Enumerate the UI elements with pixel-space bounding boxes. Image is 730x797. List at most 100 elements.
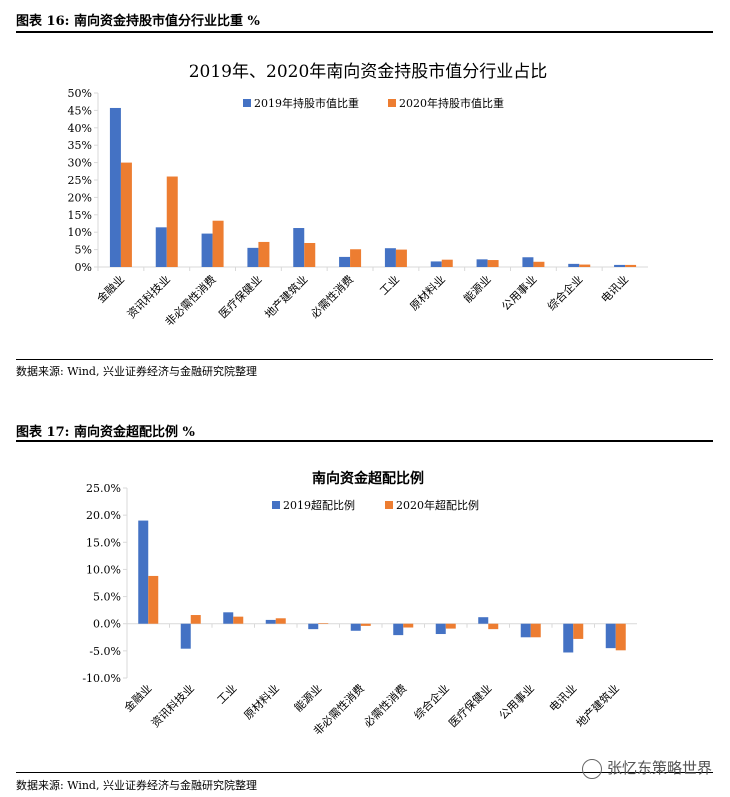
bar-2019 <box>247 247 259 267</box>
y-tick-label: 5.0% <box>93 591 121 604</box>
bar-2019 <box>605 623 616 649</box>
chart-holding-share: 2019年、2020年南向资金持股市值分行业占比 0% 5% 10% 15% 20% 25%… <box>68 62 648 329</box>
bar-2019 <box>201 233 213 267</box>
watermark: 张忆东策略世界 <box>581 757 712 779</box>
y-tick-label: 30% <box>68 157 92 170</box>
bar-2019 <box>393 623 404 636</box>
watermark-text: 张忆东策略世界 <box>606 759 712 777</box>
x-tick-label: 原材料业 <box>241 681 282 722</box>
bar-2020 <box>487 260 499 267</box>
bar-2020 <box>258 241 270 267</box>
bar-2019 <box>435 623 446 635</box>
x-tick-label: 金融业 <box>121 681 154 714</box>
legend-label-2020: 2020年持股市值比重 <box>399 96 504 110</box>
bar-2019 <box>265 619 276 624</box>
wechat-icon <box>581 758 602 779</box>
y-tick-label: 25% <box>68 174 92 187</box>
y-tick-label: 25.0% <box>86 482 121 495</box>
bar-2019 <box>476 259 488 267</box>
bar-2020 <box>488 623 499 630</box>
bar-2019 <box>384 248 396 267</box>
bar-2020 <box>360 623 371 626</box>
legend-swatch-2020 <box>388 99 396 107</box>
x-tick-label: 医疗保健业 <box>446 681 495 730</box>
bar-2019 <box>109 107 121 268</box>
y-tick-label: 45% <box>68 104 92 117</box>
bar-2019 <box>522 257 534 267</box>
bar-2019 <box>223 612 234 624</box>
bar-2019 <box>308 623 319 630</box>
x-tick-label: 电讯业 <box>547 682 580 715</box>
y-tick-label: 15.0% <box>86 536 121 549</box>
y-tick-label: 5% <box>75 244 92 257</box>
bar-2020 <box>350 249 362 267</box>
bar-2019 <box>350 623 361 631</box>
bar-2020 <box>166 176 178 267</box>
bar-2020 <box>573 623 584 639</box>
legend-label-2019: 2019超配比例 <box>283 498 355 512</box>
figure16-heading: 图表 16: 南向资金持股市值分行业比重 % <box>16 14 260 29</box>
bar-2020 <box>615 623 626 651</box>
y-tick-label: 10% <box>68 226 92 239</box>
bar-2019 <box>293 228 305 267</box>
bar-2020 <box>625 264 637 267</box>
y-tick-label: 15% <box>68 209 92 222</box>
bar-2019 <box>520 623 531 638</box>
y-tick-label: 40% <box>68 122 92 135</box>
x-tick-label: 必需性消费 <box>361 681 410 730</box>
bar-2019 <box>138 520 149 624</box>
bar-2020 <box>530 623 541 638</box>
figure16-source: 数据来源: Wind, 兴业证券经济与金融研究院整理 <box>16 365 257 378</box>
legend-swatch-2019 <box>272 501 280 509</box>
bar-2020 <box>395 249 407 267</box>
bar-2019 <box>563 623 574 653</box>
y-tick-label: 35% <box>68 139 92 152</box>
bar-2020 <box>533 261 545 267</box>
y-tick-label: -5.0% <box>89 645 121 658</box>
x-tick-label: 公用事业 <box>497 682 537 722</box>
figure17-top-rule <box>16 440 713 442</box>
x-tick-label: 地产建筑业 <box>573 681 622 730</box>
legend-label-2019: 2019年持股市值比重 <box>254 96 359 110</box>
legend-swatch-2020 <box>385 501 393 509</box>
figure17-bottom-rule <box>16 772 713 773</box>
figure17-source: 数据来源: Wind, 兴业证券经济与金融研究院整理 <box>16 779 257 792</box>
bar-2019 <box>180 623 191 649</box>
figure17-heading: 图表 17: 南向资金超配比例 % <box>16 425 195 440</box>
x-tick-label: 工业 <box>215 682 240 707</box>
y-tick-label: 50% <box>68 87 92 100</box>
y-tick-label: 20% <box>68 191 92 204</box>
bar-2020 <box>403 623 414 628</box>
legend-label-2020: 2020年超配比例 <box>396 498 479 512</box>
y-tick-label: 0.0% <box>93 618 121 631</box>
y-tick-label: 0% <box>75 261 92 274</box>
x-tick-label: 资讯科技业 <box>148 681 197 730</box>
bar-2019 <box>478 617 489 624</box>
bar-2020 <box>190 615 201 624</box>
bar-2020 <box>445 623 456 629</box>
y-tick-label: -10.0% <box>82 672 121 685</box>
bar-2020 <box>148 575 159 624</box>
figure16-bottom-rule <box>16 359 713 360</box>
bar-2020 <box>212 220 224 267</box>
bar-2020 <box>120 162 132 267</box>
figure16-top-rule <box>16 31 713 33</box>
bar-2020 <box>441 259 453 267</box>
bar-2019 <box>155 227 167 267</box>
x-tick-label: 综合企业 <box>411 681 452 722</box>
bar-2020 <box>318 623 329 624</box>
bar-2020 <box>233 616 244 624</box>
bar-2019 <box>614 264 626 267</box>
y-tick-label: 20.0% <box>86 509 121 522</box>
y-tick-label: 10.0% <box>86 563 121 576</box>
bar-2020 <box>579 264 591 267</box>
chart-title: 2019年、2020年南向资金持股市值分行业占比 <box>189 62 548 82</box>
chart-title: 南向资金超配比例 <box>312 470 424 487</box>
x-tick-label: 能源业 <box>291 681 324 714</box>
bar-2020 <box>304 242 316 267</box>
bar-2019 <box>568 263 580 267</box>
legend-swatch-2019 <box>243 99 251 107</box>
bar-2020 <box>275 618 286 624</box>
bar-2019 <box>430 261 442 267</box>
